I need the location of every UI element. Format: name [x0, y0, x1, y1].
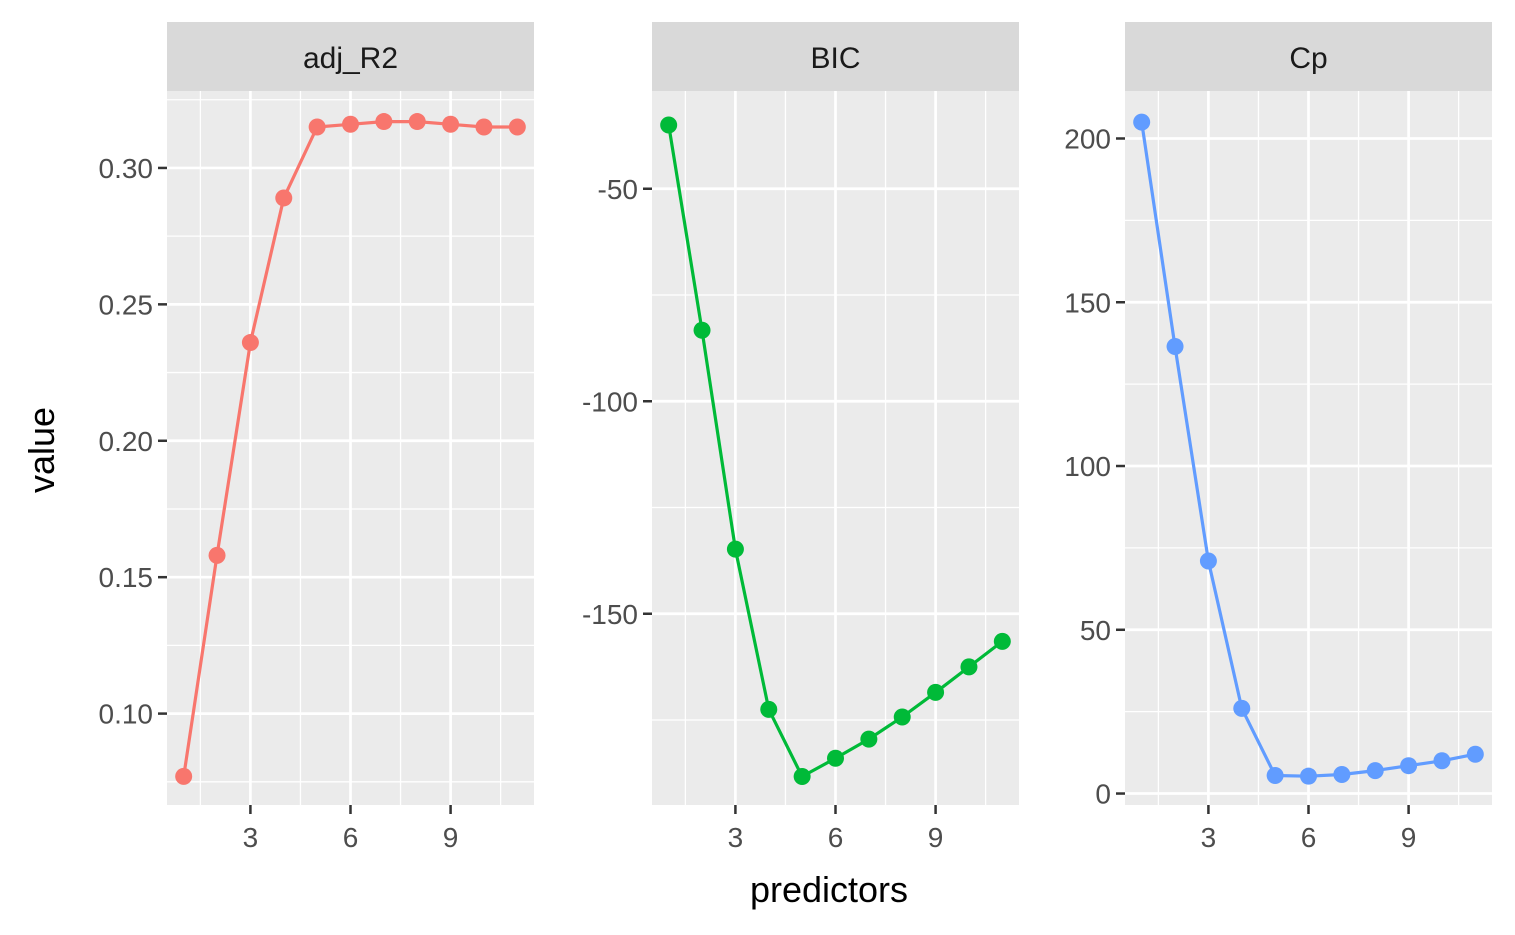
data-point — [1400, 757, 1418, 775]
data-point — [241, 334, 259, 352]
data-point — [827, 749, 844, 767]
x-tick-label: 6 — [828, 822, 844, 853]
data-point — [860, 730, 878, 748]
y-tick-label: 0.30 — [99, 153, 154, 184]
x-tick-label: 3 — [243, 822, 259, 853]
data-point — [993, 632, 1011, 650]
y-tick-label: 0.20 — [99, 426, 154, 457]
facet-strip — [652, 22, 1019, 91]
data-point — [927, 683, 945, 701]
data-point — [442, 115, 460, 133]
x-tick-label: 9 — [1401, 822, 1417, 853]
x-axis-title: predictors — [750, 869, 908, 910]
y-tick-label: -150 — [582, 599, 638, 630]
y-axis-title: value — [21, 407, 62, 493]
data-point — [308, 118, 326, 136]
x-tick-label: 6 — [343, 822, 359, 853]
panel-bic: BIC -50 -100 -150 3 6 9 — [582, 22, 1019, 853]
y-tick-label: -100 — [582, 386, 638, 417]
data-point — [408, 113, 426, 131]
panels: adj_R2 0.10 0.15 0.20 0.25 0.30 3 6 9 BIC -50 -100 -… — [99, 22, 1492, 853]
data-point — [1133, 113, 1151, 131]
data-point — [375, 113, 393, 131]
data-point — [342, 115, 359, 133]
y-tick-label: 100 — [1064, 451, 1111, 482]
y-tick-label: 0.10 — [99, 699, 154, 730]
data-point — [1300, 767, 1317, 785]
facet-strip-label: Cp — [1289, 42, 1327, 75]
y-tick-label: 0.25 — [99, 289, 154, 320]
data-point — [893, 708, 911, 726]
data-point — [693, 321, 711, 339]
data-point — [1433, 752, 1451, 770]
data-point — [726, 540, 744, 558]
x-tick-label: 9 — [928, 822, 944, 853]
data-point — [1333, 766, 1351, 784]
facet-strip — [167, 22, 534, 91]
y-tick-label: -50 — [598, 174, 638, 205]
data-point — [1466, 745, 1484, 763]
x-tick-label: 3 — [1201, 822, 1217, 853]
x-tick-label: 3 — [728, 822, 744, 853]
facet-strip-label: BIC — [810, 42, 860, 75]
panel-adj-r2: adj_R2 0.10 0.15 0.20 0.25 0.30 3 6 9 — [99, 22, 534, 853]
y-tick-label: 0.15 — [99, 562, 154, 593]
y-tick-label: 0 — [1095, 779, 1111, 810]
y-tick-label: 50 — [1080, 615, 1111, 646]
y-tick-label: 150 — [1064, 287, 1111, 318]
facet-strip — [1125, 22, 1492, 91]
data-point — [1266, 767, 1284, 785]
data-point — [275, 189, 293, 207]
x-tick-label: 6 — [1301, 822, 1317, 853]
data-point — [960, 658, 978, 676]
data-point — [660, 116, 678, 134]
data-point — [1166, 337, 1184, 355]
data-point — [1366, 762, 1384, 780]
facet-strip-label: adj_R2 — [303, 42, 398, 75]
x-tick-label: 9 — [443, 822, 459, 853]
data-point — [760, 700, 778, 718]
data-point — [175, 767, 193, 785]
panel-cp: Cp 0 50 100 150 200 3 6 9 — [1064, 22, 1492, 853]
data-point — [1233, 699, 1251, 717]
data-point — [793, 768, 811, 786]
y-tick-label: 200 — [1064, 123, 1111, 154]
data-point — [1199, 552, 1217, 570]
data-point — [208, 546, 226, 564]
data-point — [475, 118, 493, 136]
data-point — [508, 118, 526, 136]
